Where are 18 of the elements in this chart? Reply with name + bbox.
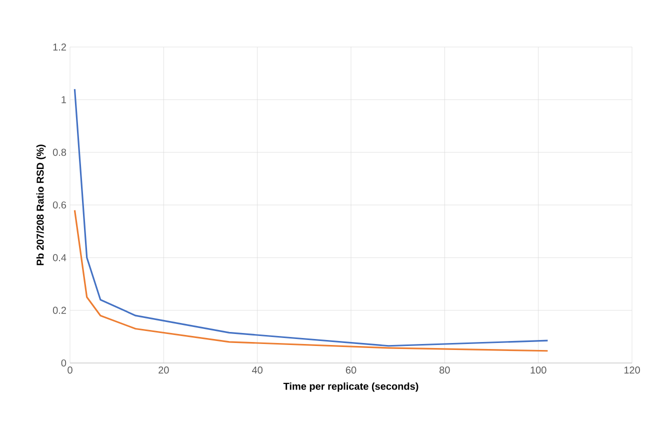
y-axis-title: Pb 207/208 Ratio RSD (%) — [36, 144, 46, 266]
x-tick-label: 40 — [252, 366, 263, 374]
y-tick-label: 0 — [61, 359, 66, 367]
line-series — [74, 88, 548, 347]
x-tick-label: 20 — [158, 366, 169, 374]
y-tick-label: 0.6 — [52, 201, 66, 209]
y-tick-label: 0.8 — [52, 148, 66, 156]
x-tick-label: 80 — [440, 366, 450, 374]
x-tick-label: 120 — [624, 366, 640, 374]
x-axis-title: Time per replicate (seconds) — [283, 382, 418, 392]
x-tick-label: 100 — [530, 366, 546, 374]
y-tick-label: 1.2 — [53, 44, 66, 50]
y-tick-label: 0.4 — [52, 254, 66, 262]
x-tick-label: 0 — [68, 366, 72, 374]
y-tick-label: 1 — [62, 96, 66, 104]
y-tick-label: 0.2 — [52, 306, 66, 314]
line-series — [74, 209, 548, 352]
x-tick-label: 60 — [346, 366, 356, 374]
